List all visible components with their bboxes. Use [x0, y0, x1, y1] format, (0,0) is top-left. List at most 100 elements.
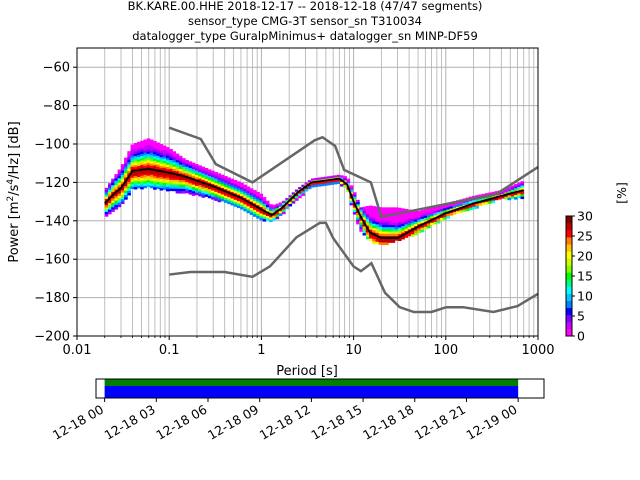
heatmap-cell: [423, 215, 428, 219]
heatmap-cell: [456, 209, 460, 212]
heatmap-cell: [114, 182, 119, 186]
heatmap-cell: [130, 173, 135, 176]
nhnm-curve: [168, 126, 539, 219]
colorbar-segment: [566, 279, 572, 287]
heatmap-cell: [169, 188, 173, 192]
heatmap-cell: [327, 176, 331, 179]
heatmap-cell: [230, 194, 235, 197]
heatmap-cell: [217, 179, 222, 183]
heatmap-cell: [198, 187, 202, 190]
heatmap-cell: [388, 227, 392, 230]
colorbar-segment: [566, 223, 572, 231]
heatmap-cell: [375, 233, 380, 236]
heatmap-cell: [346, 178, 351, 182]
heatmap-cell: [407, 222, 412, 226]
heatmap-cell: [120, 175, 125, 178]
heatmap-cell: [256, 202, 260, 206]
heatmap-cell: [304, 189, 309, 192]
heatmap-cell: [394, 218, 399, 221]
heatmap-cell: [165, 162, 170, 165]
heatmap-cell: [127, 186, 131, 189]
heatmap-cell: [201, 173, 206, 176]
heatmap-cell: [159, 174, 164, 178]
heatmap-cell: [375, 224, 380, 227]
heatmap-cell: [230, 187, 235, 191]
heatmap-cell: [520, 196, 525, 200]
heatmap-cell: [249, 197, 254, 200]
heatmap-cell: [165, 151, 170, 154]
heatmap-cell: [159, 159, 164, 162]
heatmap-cell: [365, 208, 370, 211]
heatmap-cell: [359, 220, 363, 224]
heatmap-cell: [233, 193, 238, 196]
heatmap-cell: [365, 221, 370, 224]
heatmap-cell: [385, 231, 389, 235]
heatmap-cell: [149, 146, 154, 149]
heatmap-cell: [178, 175, 183, 179]
heatmap-cell: [185, 159, 189, 163]
heatmap-cell: [520, 187, 525, 191]
heatmap-cell: [133, 164, 138, 168]
heatmap-cell: [188, 192, 193, 195]
heatmap-cell: [307, 180, 312, 183]
heatmap-cell: [175, 175, 180, 179]
heatmap-cell: [201, 166, 206, 170]
heatmap-cell: [230, 180, 235, 184]
heatmap-cell: [149, 159, 154, 162]
heatmap-cell: [240, 187, 244, 190]
heatmap-cell: [153, 145, 157, 148]
heatmap-cell: [381, 227, 386, 230]
heatmap-cell: [459, 201, 463, 205]
heatmap-cell: [182, 171, 186, 174]
heatmap-cell: [182, 191, 186, 194]
heatmap-cell: [227, 199, 231, 202]
heatmap-cell: [256, 196, 260, 199]
heatmap-cell: [169, 157, 173, 161]
heatmap-cell: [120, 201, 125, 204]
heatmap-cell: [230, 189, 235, 193]
heatmap-cell: [153, 178, 157, 181]
heatmap-cell: [136, 179, 141, 182]
heatmap-cell: [204, 170, 209, 173]
heatmap-cell: [381, 222, 386, 226]
heatmap-cell: [401, 221, 405, 225]
heatmap-cell: [401, 219, 405, 222]
heatmap-cell: [172, 166, 177, 170]
heatmap-cell: [162, 167, 167, 171]
heatmap-cell: [162, 174, 167, 177]
heatmap-cell: [185, 168, 189, 172]
heatmap-cell: [275, 216, 280, 220]
heatmap-cell: [427, 225, 431, 229]
heatmap-cell: [388, 218, 392, 221]
heatmap-cell: [120, 186, 125, 189]
heatmap-cell: [227, 197, 231, 200]
heatmap-cell: [423, 217, 428, 221]
heatmap-cell: [462, 207, 467, 210]
heatmap-cell: [182, 177, 186, 181]
heatmap-cell: [369, 238, 373, 242]
heatmap-cell: [391, 216, 396, 219]
heatmap-cell: [107, 189, 112, 193]
heatmap-cell: [191, 182, 196, 185]
heatmap-cell: [343, 176, 347, 179]
heatmap-cell: [256, 216, 260, 219]
heatmap-cell: [146, 151, 151, 155]
heatmap-cell: [378, 242, 383, 245]
heatmap-cell: [191, 180, 196, 183]
heatmap-cell: [143, 139, 148, 143]
heatmap-cell: [178, 169, 183, 172]
heatmap-cell: [211, 192, 215, 196]
heatmap-cell: [185, 190, 189, 194]
heatmap-cell: [256, 198, 260, 202]
heatmap-cell: [149, 152, 154, 156]
heatmap-cell: [124, 166, 128, 169]
heatmap-cell: [159, 146, 164, 149]
heatmap-cell: [165, 147, 170, 150]
heatmap-cell: [359, 224, 363, 228]
heatmap-cell: [249, 190, 254, 193]
heatmap-cell: [194, 181, 199, 185]
heatmap-cell: [375, 228, 380, 232]
heatmap-cell: [194, 170, 199, 174]
heatmap-cell: [156, 149, 160, 152]
heatmap-cell: [153, 158, 157, 162]
